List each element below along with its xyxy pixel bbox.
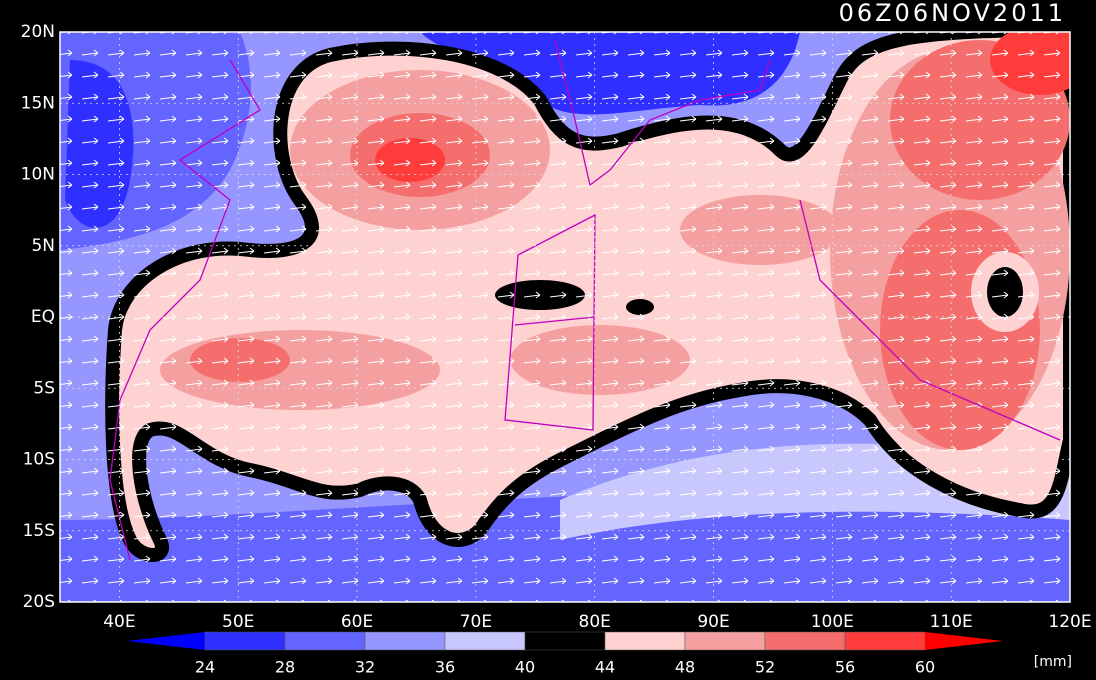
colorbar-box	[284, 631, 366, 651]
units-label: [mm]	[1034, 654, 1072, 670]
lon-label: 60E	[341, 612, 373, 632]
colorbar-box	[604, 631, 686, 651]
lon-label: 100E	[811, 612, 854, 632]
colorbar-box	[364, 631, 446, 651]
lon-label: 80E	[579, 612, 611, 632]
lon-label: 50E	[222, 612, 254, 632]
colorbar-label: 48	[675, 658, 695, 677]
colorbar-box	[204, 631, 286, 651]
colorbar-label: 40	[515, 658, 535, 677]
lat-label: 20N	[21, 22, 55, 42]
colorbar-box	[764, 631, 846, 651]
lat-label: 15N	[21, 93, 55, 113]
colorbar-label: 28	[275, 658, 295, 677]
colorbar-label: 24	[195, 658, 215, 677]
colorbar-box	[684, 631, 766, 651]
colorbar-high	[925, 632, 1003, 650]
map-title: 06Z06NOV2011	[839, 0, 1066, 27]
colorbar-box	[844, 631, 926, 651]
colorbar-label: 60	[915, 658, 935, 677]
lat-label: 20S	[23, 592, 55, 612]
colorbar-label: 56	[835, 658, 855, 677]
lon-label: 110E	[930, 612, 973, 632]
colorbar-low	[127, 632, 205, 650]
colorbar-label: 32	[355, 658, 375, 677]
lat-label: 5S	[33, 378, 55, 398]
colorbar-label: 44	[595, 658, 615, 677]
lat-label: 10N	[21, 165, 55, 185]
colorbar-label: 52	[755, 658, 775, 677]
lon-label: 70E	[460, 612, 492, 632]
lon-label: 40E	[103, 612, 135, 632]
colorbar-box	[444, 631, 526, 651]
colorbar-box	[524, 631, 606, 651]
map-frame	[59, 31, 1071, 603]
lat-label: 5N	[31, 236, 55, 256]
map-field	[60, 32, 1070, 602]
colorbar-label: 36	[435, 658, 455, 677]
lat-label: 10S	[23, 450, 55, 470]
lat-label: 15S	[23, 521, 55, 541]
lon-label: 120E	[1048, 612, 1091, 632]
lat-label: EQ	[31, 307, 55, 327]
lon-label: 90E	[697, 612, 729, 632]
